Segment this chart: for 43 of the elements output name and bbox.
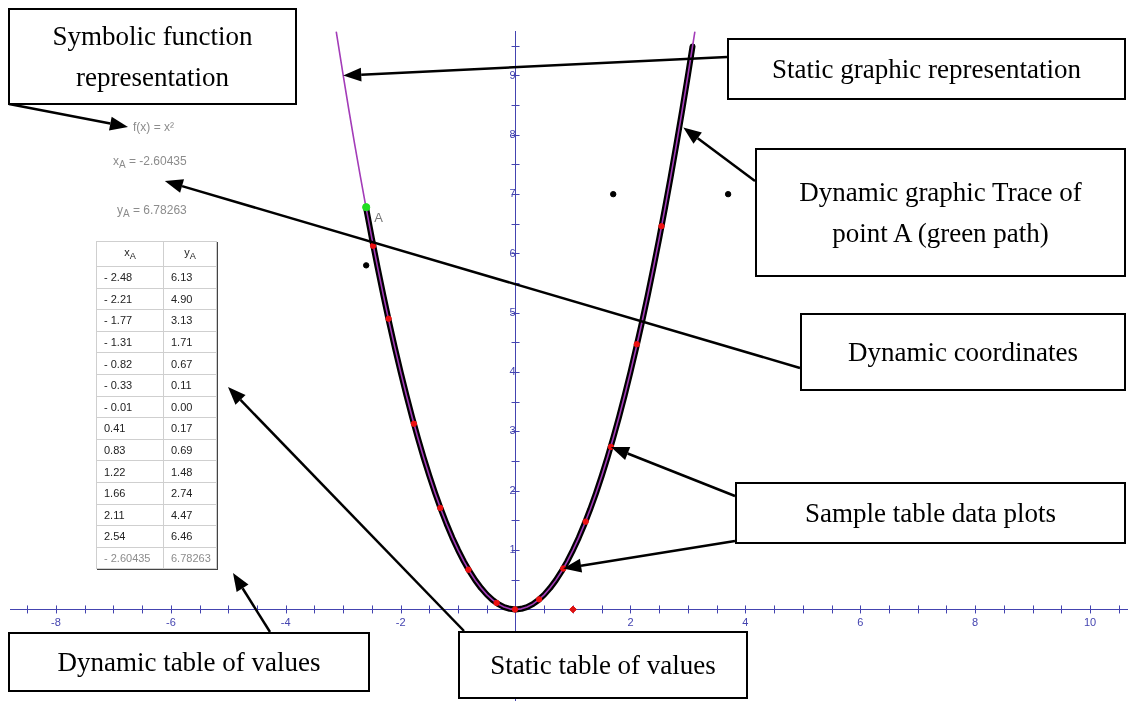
annotation: y$_{A}$: [163, 241, 217, 267]
x-tick-label: -8: [51, 616, 61, 629]
annotation: - 2.48: [96, 266, 164, 289]
annotation: - 0.01: [96, 396, 164, 418]
x-tick-label: 8: [972, 616, 979, 629]
annotation: 2.74: [163, 482, 217, 505]
x-tick-label: 6: [857, 616, 864, 629]
annotation: 1.22: [96, 460, 164, 483]
annotation: 1.48: [163, 460, 217, 483]
series-label: A: [374, 210, 384, 226]
annotation: 0.41: [96, 417, 164, 440]
annotation: y$_{A}$ = 6.78263: [117, 202, 187, 222]
annotation: 6.13: [163, 266, 217, 289]
annotation: x$_{A}$ = -2.60435: [113, 153, 187, 173]
annotation: 0.69: [163, 439, 217, 461]
x-tick-label: 2: [627, 616, 634, 629]
annotation: 1.66: [96, 482, 164, 505]
annotation: 2.11: [96, 504, 164, 526]
x-tick-label: -2: [395, 616, 406, 629]
annotation: - 0.33: [96, 374, 164, 397]
x-tick-label: 10: [1083, 616, 1097, 629]
x-tick-label: 4: [742, 616, 749, 629]
annotation: 0.83: [96, 439, 164, 461]
annotation: 0.00: [163, 396, 217, 418]
annotation: 1.71: [163, 331, 217, 353]
annotation: - 0.82: [96, 352, 164, 375]
annotation: 3.13: [163, 309, 217, 332]
annotation: 2.54: [96, 525, 164, 548]
annotation: - 1.31: [96, 331, 164, 353]
annotation: 4.90: [163, 288, 217, 310]
annotation: f(x) = x²: [133, 119, 174, 135]
x-tick-label: -4: [280, 616, 291, 629]
annotation: - 2.21: [96, 288, 164, 310]
annotation: x$_{A}$: [96, 241, 164, 267]
annotation: - 1.77: [96, 309, 164, 332]
annotation: 0.11: [163, 374, 217, 397]
annotation: 6.78263: [163, 547, 217, 569]
annotation: 0.67: [163, 352, 217, 375]
annotation: - 2.60435: [96, 547, 164, 569]
annotation: 6.46: [163, 525, 217, 548]
x-tick-label: -6: [165, 616, 176, 629]
annotation: 0.17: [163, 417, 217, 440]
annotation: 4.47: [163, 504, 217, 526]
